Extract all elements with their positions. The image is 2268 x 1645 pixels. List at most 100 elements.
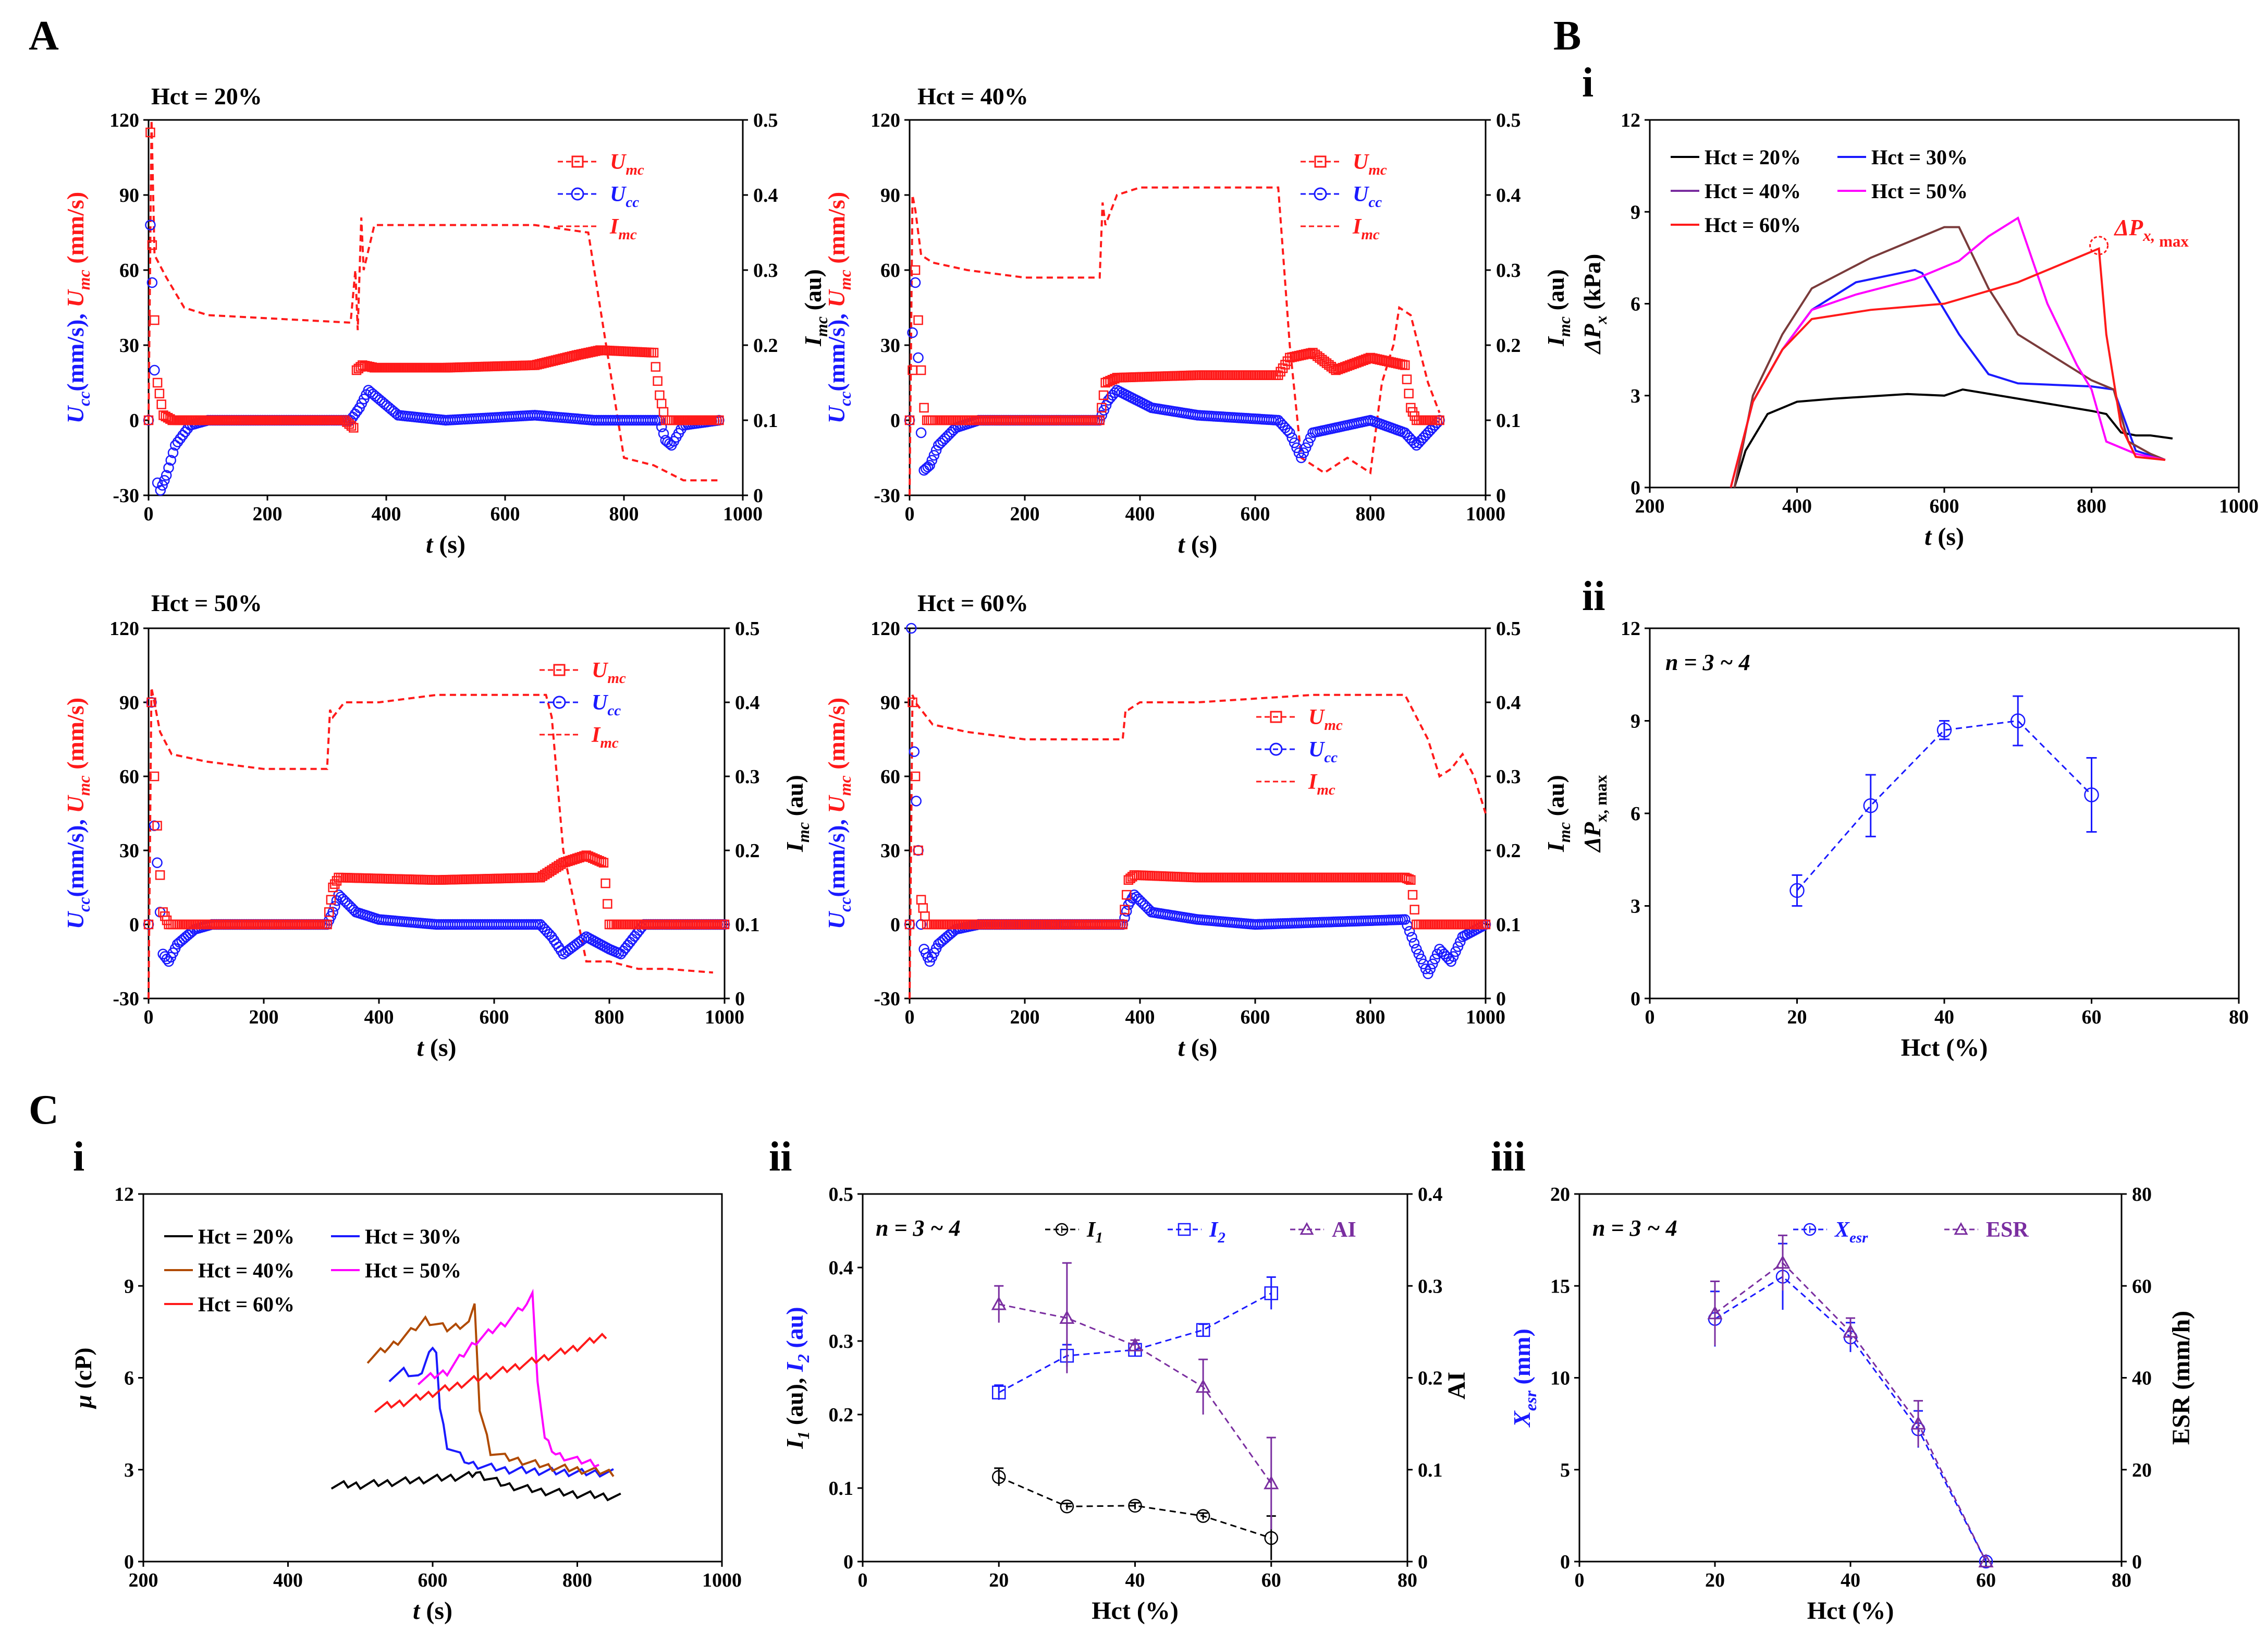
y2-tick-label: 0.4 [1496,185,1521,206]
x-tick-label: 0 [905,503,915,525]
x-tick-label: 80 [2229,1006,2249,1028]
u-cc-point [161,470,172,481]
x-tick-label: 80 [1397,1569,1417,1591]
y-axis-label: Ucc(mm/s), Umc (mm/s) [62,698,93,929]
y2-tick-label: 0 [2132,1551,2142,1573]
y-tick-label: 12 [1621,109,1640,131]
y2-axis-label: Imc (au) [1542,269,1574,347]
panel-label-a: A [29,13,59,59]
x-tick-label: 20 [1705,1569,1725,1591]
chart-a2: 0 200 400 600 800 1000-30030609012000.10.20.3… [823,83,1574,558]
legend-marker-u-mc [553,664,566,676]
x-tick-label: 400 [1125,503,1155,525]
x-axis-label: t (s) [1924,523,1964,551]
u-mc-point [1406,875,1416,885]
legend-label: I1 [1086,1218,1103,1246]
u-mc-point [143,919,154,930]
x-tick-label: 600 [480,1006,509,1028]
data-point [1910,1416,1926,1430]
legend-label: Hct = 60% [1705,213,1801,237]
u-mc-point [916,365,926,375]
series-line-60 [374,1333,607,1413]
legend-label-i-mc: Imc [591,723,619,751]
u-cc-point [146,277,158,288]
y2-axis-label: Imc (au) [800,269,831,347]
u-cc-point [1293,447,1305,458]
y-tick-label: 9 [124,1275,134,1297]
u-cc-point [1423,968,1433,979]
series-u-mc [143,697,730,930]
y2-tick-label: 0.5 [1496,618,1521,640]
y-tick-label: 0 [890,410,900,432]
u-cc-point [1303,437,1314,448]
y2-tick-label: 80 [2132,1184,2152,1205]
data-point [1936,723,1952,738]
x-tick-label: 600 [1241,1006,1270,1028]
series-line-esr [1714,1262,1987,1562]
y-tick-label: -30 [874,988,900,1010]
u-mc-point [1118,919,1128,930]
y-axis-label: μ (cP) [70,1347,96,1409]
x-axis-label: Hct (%) [1092,1597,1179,1625]
data-point [1195,1379,1211,1393]
u-mc-point [714,415,724,425]
y2-tick-label: 0 [735,988,745,1010]
y-axis-label: ΔPx (kPa) [1579,254,1610,355]
chart-title: Hct = 60% [917,590,1028,616]
legend-label-i-mc: Imc [609,215,637,243]
u-cc-point [1296,452,1307,464]
panel-label-c-iii: iii [1491,1134,1526,1180]
u-mc-point [149,771,160,782]
x-tick-label: 200 [249,1006,279,1028]
y2-tick-label: 0.2 [1418,1368,1443,1390]
u-cc-point [149,364,160,376]
legend-label-u-cc: Ucc [1353,182,1382,211]
u-mc-point [1400,360,1410,370]
u-mc-point [1097,403,1107,413]
y2-tick-label: 0.5 [753,109,778,131]
x-tick-label: 60 [1261,1569,1281,1591]
u-cc-point [928,449,940,461]
x-tick-label: 800 [595,1006,624,1028]
legend-label: Hct = 20% [198,1225,295,1248]
series-line-30 [388,1346,614,1478]
legend-marker [1803,1223,1817,1236]
legend-label-u-mc: Umc [1353,150,1387,178]
series-line-20 [1733,388,2173,488]
u-mc-point [1480,919,1491,930]
y-tick-label: 0.1 [829,1478,854,1500]
y-tick-label: 0 [124,1551,134,1573]
u-cc-point [165,455,176,466]
u-mc-point [1402,374,1412,384]
y-tick-label: 3 [1630,385,1640,407]
y-tick-label: 0.3 [829,1331,854,1352]
y2-tick-label: 0.3 [1496,260,1521,282]
u-cc-point [910,277,921,288]
legend-label: ESR [1986,1218,2029,1242]
y-tick-label: 6 [124,1368,134,1390]
series-line-40 [1733,226,2166,488]
legend-label: Hct = 30% [1871,145,1968,169]
series-line [1796,720,2092,891]
x-tick-label: 600 [1930,495,1959,517]
u-cc-point [145,220,156,230]
y2-tick-label: 0 [1496,988,1506,1010]
x-tick-label: 1000 [2219,495,2259,517]
x-tick-label: 20 [989,1569,1009,1591]
y-tick-label: 9 [1630,711,1640,733]
y-tick-label: 0 [129,914,139,936]
x-tick-label: 20 [1787,1006,1807,1028]
panel-label-c-i: i [73,1134,84,1180]
data-point [1127,1337,1143,1351]
data-point [991,1296,1007,1310]
data-point [1775,1255,1791,1269]
legend: I1 I2 AI [1045,1218,1356,1246]
y2-tick-label: 40 [2132,1368,2152,1390]
y2-tick-label: 0.2 [753,335,778,357]
u-mc-point [719,919,730,930]
legend-label-u-mc: Umc [592,659,626,687]
u-cc-point [913,845,924,856]
x-tick-label: 400 [273,1569,303,1591]
u-cc-point [1286,432,1297,443]
